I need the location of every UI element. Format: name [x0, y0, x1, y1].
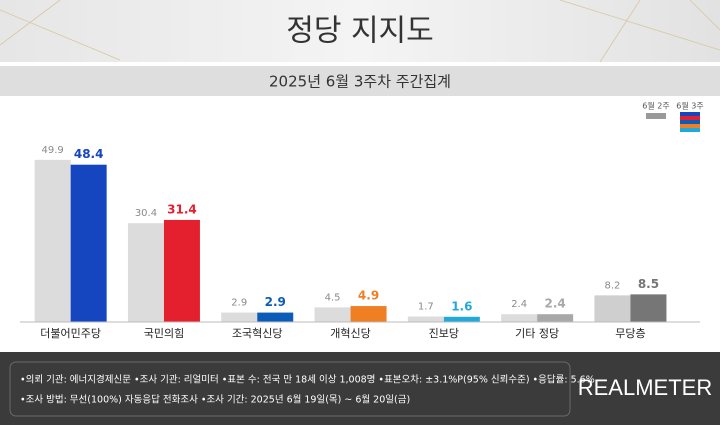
- legend-swatch: [680, 124, 700, 128]
- footer-bg: [0, 352, 720, 425]
- value-label: 49.9: [42, 145, 64, 156]
- bar: [221, 312, 258, 322]
- value-label: 1.7: [418, 301, 434, 312]
- header-decoration: [0, 0, 720, 63]
- bar: [257, 312, 294, 322]
- brand-logo: REALMETER: [578, 375, 712, 400]
- value-label: 8.5: [638, 277, 659, 291]
- x-tick-label: 무당층: [615, 327, 645, 340]
- bar: [70, 164, 107, 322]
- chart-title: 정당 지지도: [286, 14, 434, 49]
- x-tick-label: 더불어민주당: [40, 327, 101, 340]
- value-label: 48.4: [74, 147, 104, 161]
- bar: [127, 223, 164, 322]
- x-tick-label: 진보당: [429, 327, 459, 340]
- legend-swatch: [680, 128, 700, 132]
- legend-swatch: [646, 113, 666, 119]
- value-label: 8.2: [604, 280, 620, 291]
- subtitle-bg: [0, 66, 720, 96]
- chart-subtitle: 2025년 6월 3주차 주간집계: [269, 73, 451, 91]
- value-label: 2.4: [511, 299, 527, 310]
- bar: [407, 316, 444, 322]
- legend-swatch: [680, 116, 700, 120]
- value-label: 30.4: [135, 208, 157, 219]
- x-tick-label: 조국혁신당: [232, 327, 283, 340]
- value-label: 31.4: [167, 202, 197, 216]
- footer-note: •의뢰 기관: 에너지경제신문 •조사 기관: 리얼미터 •표본 수: 전국 만…: [20, 374, 595, 386]
- bar: [501, 314, 538, 322]
- bar: [163, 219, 200, 322]
- x-tick-label: 개혁신당: [330, 327, 370, 340]
- legend-label: 6월 2주: [642, 101, 669, 111]
- bar: [630, 294, 667, 322]
- bar: [34, 159, 71, 322]
- footer-box: [9, 361, 571, 417]
- x-tick-label: 국민의힘: [144, 327, 184, 340]
- value-label: 4.5: [325, 292, 341, 303]
- legend-swatch: [680, 120, 700, 124]
- bar: [443, 316, 480, 322]
- header-bg: [0, 0, 720, 62]
- value-label: 2.4: [545, 297, 566, 311]
- value-label: 4.9: [358, 289, 379, 303]
- value-label: 1.6: [451, 299, 472, 313]
- value-label: 2.9: [265, 295, 286, 309]
- footer-note: •조사 방법: 무선(100%) 자동응답 전화조사 •조사 기간: 2025년…: [20, 394, 410, 406]
- bar: [537, 314, 574, 322]
- bar: [350, 306, 387, 322]
- bar: [314, 307, 351, 322]
- legend-label: 6월 3주: [676, 101, 703, 111]
- legend-swatch: [680, 112, 700, 116]
- value-label: 2.9: [231, 298, 247, 309]
- x-tick-label: 기타 정당: [515, 327, 559, 340]
- bar: [594, 295, 631, 322]
